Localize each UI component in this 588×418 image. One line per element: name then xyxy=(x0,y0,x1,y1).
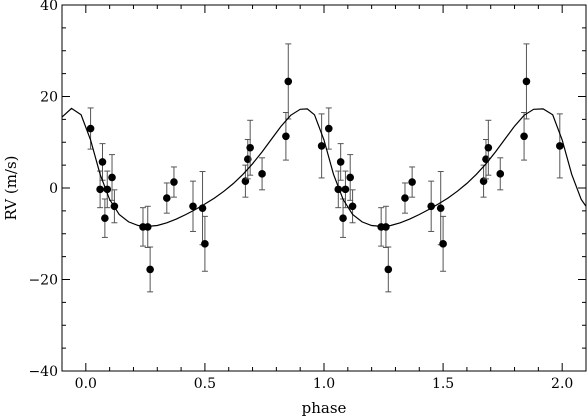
data-point xyxy=(86,124,95,133)
x-tick-label: 1.5 xyxy=(432,376,454,392)
data-point xyxy=(496,170,505,178)
data-point xyxy=(101,214,109,222)
data-point xyxy=(146,265,154,274)
x-tick-label: 2.0 xyxy=(551,376,573,392)
y-tick-label: −40 xyxy=(28,364,58,380)
data-point xyxy=(284,77,293,86)
data-point xyxy=(436,204,445,212)
data-point xyxy=(201,240,209,248)
data-point xyxy=(96,185,104,194)
x-tick-label: 0.0 xyxy=(75,376,97,392)
data-point xyxy=(348,202,357,211)
data-point xyxy=(189,202,197,211)
model-curve xyxy=(61,107,587,228)
data-point xyxy=(98,158,107,166)
y-tick-label: −20 xyxy=(28,273,58,289)
data-point xyxy=(484,143,493,152)
axes: 0.0 0.5 1.0 1.5 2.0 −40 −20 0 20 40 xyxy=(28,0,587,392)
data-point xyxy=(439,240,447,248)
y-tick-label: 0 xyxy=(49,181,58,197)
data-point xyxy=(108,173,116,182)
data-point xyxy=(258,170,266,178)
x-tick-label: 1.0 xyxy=(313,376,335,392)
data-point xyxy=(346,173,355,182)
data-point xyxy=(408,178,416,186)
plot-area xyxy=(61,43,587,293)
data-point xyxy=(341,185,350,194)
data-point xyxy=(336,158,345,166)
data-point xyxy=(282,132,290,141)
data-point xyxy=(246,143,254,152)
data-point xyxy=(427,202,435,211)
data-point xyxy=(401,194,409,202)
data-point xyxy=(520,132,528,141)
data-point xyxy=(324,124,333,133)
x-axis-label: phase xyxy=(302,399,347,417)
data-point xyxy=(522,77,531,86)
data-point xyxy=(163,194,171,202)
plot-frame xyxy=(61,4,587,372)
data-point xyxy=(339,214,347,222)
data-point xyxy=(382,223,390,231)
data-point xyxy=(317,142,326,150)
y-tick-label: 20 xyxy=(40,90,58,106)
data-point xyxy=(170,178,178,186)
y-axis-label: RV (m/s) xyxy=(2,155,20,220)
x-tick-label: 0.5 xyxy=(194,376,216,392)
data-point xyxy=(556,142,564,150)
y-tick-label: 40 xyxy=(40,0,58,14)
data-point xyxy=(384,265,393,274)
